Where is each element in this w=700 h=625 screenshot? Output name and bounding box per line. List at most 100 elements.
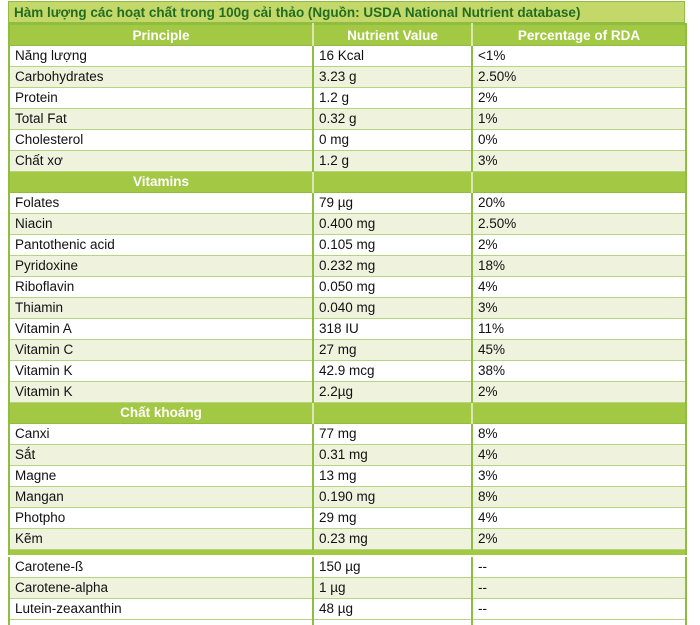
rda-cell: 45%	[472, 339, 686, 361]
nutrient-value-cell: 0.32 g	[313, 108, 473, 130]
nutrient-value-cell: 48 µg	[313, 598, 473, 620]
rda-cell: 3%	[472, 297, 686, 319]
nutrition-table-container: Hàm lượng các hoạt chất trong 100g cải t…	[8, 1, 687, 625]
principle-cell: Folates	[9, 192, 314, 214]
nutrient-value-cell: 3.23 g	[313, 66, 473, 88]
table-row: Pantothenic acid 0.105 mg 2%	[9, 234, 686, 256]
rda-cell: <1%	[472, 45, 686, 67]
nutrient-value-cell: 0.23 mg	[313, 528, 473, 550]
principle-cell: Protein	[9, 87, 314, 109]
nutrient-value-cell: 0.232 mg	[313, 255, 473, 277]
table-row: Niacin 0.400 mg 2.50%	[9, 213, 686, 235]
table-row: Chất xơ 1.2 g 3%	[9, 150, 686, 172]
table-row: Magne 13 mg 3%	[9, 465, 686, 487]
rda-cell: 2%	[472, 234, 686, 256]
nutrient-value-cell: 150 µg	[313, 556, 473, 578]
table-row: Thiamin 0.040 mg 3%	[9, 297, 686, 319]
rda-cell: 2.50%	[472, 213, 686, 235]
rda-cell: --	[472, 556, 686, 578]
rda-cell: 0%	[472, 129, 686, 151]
nutrient-value-cell: 2.2µg	[313, 381, 473, 403]
table-row: Lutein-zeaxanthin 48 µg --	[9, 598, 686, 620]
principle-cell: Niacin	[9, 213, 314, 235]
rda-cell: 2%	[472, 528, 686, 550]
principle-cell: Carotene-alpha	[9, 577, 314, 599]
principle-cell: Canxi	[9, 423, 314, 445]
header-row: Principle Nutrient Value Percentage of R…	[9, 24, 686, 46]
rda-cell: 3%	[472, 465, 686, 487]
nutrient-value-cell: 0.400 mg	[313, 213, 473, 235]
section-label: Chất khoáng	[9, 402, 314, 424]
principle-cell: Pyridoxine	[9, 255, 314, 277]
table-row: Năng lượng 16 Kcal <1%	[9, 45, 686, 67]
nutrient-value-cell: 77 mg	[313, 423, 473, 445]
rda-cell: 4%	[472, 276, 686, 298]
nutrient-value-cell: 0.31 mg	[313, 444, 473, 466]
principle-cell: Sắt	[9, 444, 314, 466]
nutrient-value-cell: 1.2 g	[313, 150, 473, 172]
section-empty-cell	[313, 171, 473, 193]
nutrition-table: Principle Nutrient Value Percentage of R…	[8, 23, 687, 625]
principle-cell: Vitamin A	[9, 318, 314, 340]
principle-cell: Carbohydrates	[9, 66, 314, 88]
rda-cell: 2%	[472, 381, 686, 403]
rda-cell: 20%	[472, 192, 686, 214]
rda-cell: 4%	[472, 444, 686, 466]
table-row: Vitamin C 27 mg 45%	[9, 339, 686, 361]
table-row: Vitamin K 2.2µg 2%	[9, 381, 686, 403]
section-row: Chất khoáng	[9, 402, 686, 424]
column-header-nutrient-value: Nutrient Value	[313, 24, 473, 46]
principle-cell: Photpho	[9, 507, 314, 529]
rda-cell: --	[472, 577, 686, 599]
principle-cell: Carotene-ß	[9, 556, 314, 578]
table-row: Photpho 29 mg 4%	[9, 507, 686, 529]
column-header-percentage-rda: Percentage of RDA	[472, 24, 686, 46]
nutrient-value-cell: 0 mg	[313, 129, 473, 151]
rda-cell: 8%	[472, 486, 686, 508]
empty-cell	[9, 619, 314, 625]
section-row: Vitamins	[9, 171, 686, 193]
table-row: Mangan 0.190 mg 8%	[9, 486, 686, 508]
principle-cell: Total Fat	[9, 108, 314, 130]
table-title: Hàm lượng các hoạt chất trong 100g cải t…	[8, 1, 685, 23]
table-row: Sắt 0.31 mg 4%	[9, 444, 686, 466]
principle-cell: Mangan	[9, 486, 314, 508]
nutrient-value-cell: 0.105 mg	[313, 234, 473, 256]
nutrient-value-cell: 13 mg	[313, 465, 473, 487]
rda-cell: 11%	[472, 318, 686, 340]
principle-cell: Vitamin K	[9, 381, 314, 403]
table-row: Riboflavin 0.050 mg 4%	[9, 276, 686, 298]
table-row: Vitamin K 42.9 mcg 38%	[9, 360, 686, 382]
principle-cell: Vitamin K	[9, 360, 314, 382]
nutrient-value-cell: 318 IU	[313, 318, 473, 340]
principle-cell: Cholesterol	[9, 129, 314, 151]
table-row: Carotene-alpha 1 µg --	[9, 577, 686, 599]
empty-cell	[472, 619, 686, 625]
divider-band	[9, 549, 686, 557]
empty-cell	[313, 619, 473, 625]
principle-cell: Kẽm	[9, 528, 314, 550]
nutrient-value-cell: 1 µg	[313, 577, 473, 599]
rda-cell: 18%	[472, 255, 686, 277]
principle-cell: Pantothenic acid	[9, 234, 314, 256]
column-header-principle: Principle	[9, 24, 314, 46]
divider-row	[9, 549, 686, 557]
table-row: Protein 1.2 g 2%	[9, 87, 686, 109]
section-empty-cell	[313, 402, 473, 424]
table-row: Cholesterol 0 mg 0%	[9, 129, 686, 151]
table-row: Canxi 77 mg 8%	[9, 423, 686, 445]
principle-cell: Lutein-zeaxanthin	[9, 598, 314, 620]
rda-cell: 4%	[472, 507, 686, 529]
principle-cell: Vitamin C	[9, 339, 314, 361]
nutrient-value-cell: 29 mg	[313, 507, 473, 529]
nutrient-value-cell: 0.050 mg	[313, 276, 473, 298]
principle-cell: Chất xơ	[9, 150, 314, 172]
table-row: Kẽm 0.23 mg 2%	[9, 528, 686, 550]
nutrient-value-cell: 79 µg	[313, 192, 473, 214]
rda-cell: --	[472, 598, 686, 620]
principle-cell: Năng lượng	[9, 45, 314, 67]
nutrient-value-cell: 16 Kcal	[313, 45, 473, 67]
nutrient-value-cell: 0.190 mg	[313, 486, 473, 508]
rda-cell: 1%	[472, 108, 686, 130]
